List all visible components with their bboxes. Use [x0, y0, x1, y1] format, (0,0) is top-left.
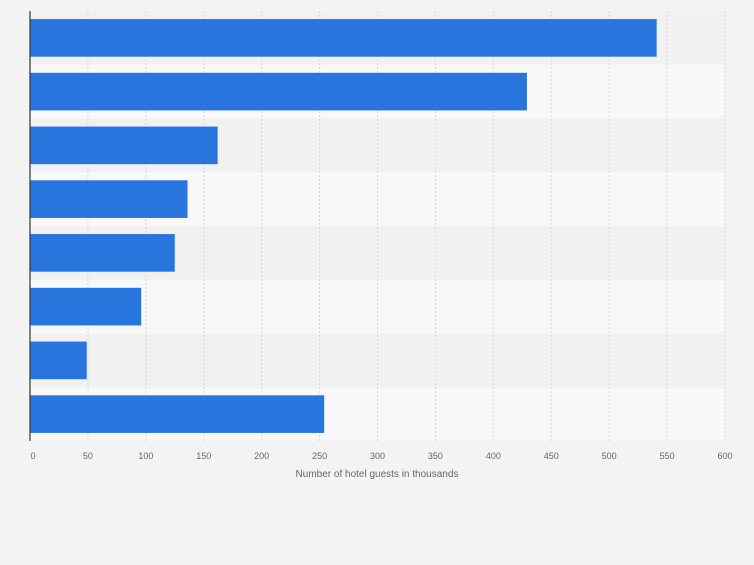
x-tick-labels: 0 50 100 150 200 250 300 350 400 450 500 550 600: [30, 451, 732, 461]
x-tick-label: 100: [138, 451, 153, 461]
bar: [30, 72, 527, 111]
bar: [30, 180, 188, 218]
x-tick-label: 50: [83, 451, 93, 461]
bar: [30, 126, 218, 165]
x-tick-label: 550: [660, 451, 675, 461]
x-tick-label: 150: [196, 451, 211, 461]
bars: [30, 19, 657, 433]
x-tick-label: 200: [254, 451, 269, 461]
bar: [30, 287, 142, 326]
bar: [30, 19, 657, 57]
x-tick-label: 400: [486, 451, 501, 461]
bar: [30, 341, 87, 380]
x-tick-label: 450: [544, 451, 559, 461]
x-tick-label: 300: [370, 451, 385, 461]
x-axis-label: Number of hotel guests in thousands: [296, 469, 459, 480]
x-tick-label: 0: [30, 451, 35, 461]
x-tick-label: 600: [717, 451, 732, 461]
bar: [30, 234, 175, 272]
x-tick-label: 250: [312, 451, 327, 461]
x-tick-label: 350: [428, 451, 443, 461]
x-tick-label: 500: [602, 451, 617, 461]
bar: [30, 395, 325, 433]
